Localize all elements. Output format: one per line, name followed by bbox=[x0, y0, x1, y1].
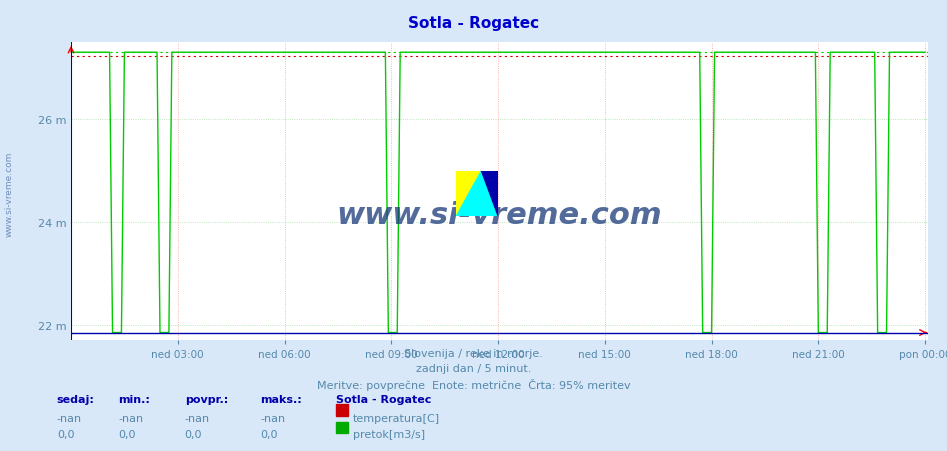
Text: temperatura[C]: temperatura[C] bbox=[353, 413, 440, 423]
Text: -nan: -nan bbox=[185, 413, 210, 423]
Text: www.si-vreme.com: www.si-vreme.com bbox=[5, 152, 14, 236]
Text: -nan: -nan bbox=[57, 413, 82, 423]
Text: sedaj:: sedaj: bbox=[57, 395, 95, 405]
Text: zadnji dan / 5 minut.: zadnji dan / 5 minut. bbox=[416, 363, 531, 373]
Polygon shape bbox=[481, 171, 498, 216]
Text: -nan: -nan bbox=[260, 413, 286, 423]
Text: Sotla - Rogatec: Sotla - Rogatec bbox=[336, 395, 432, 405]
Text: 0,0: 0,0 bbox=[57, 429, 74, 439]
Text: 0,0: 0,0 bbox=[118, 429, 135, 439]
Text: 0,0: 0,0 bbox=[185, 429, 202, 439]
Text: maks.:: maks.: bbox=[260, 395, 302, 405]
Text: povpr.:: povpr.: bbox=[185, 395, 228, 405]
Text: Slovenija / reke in morje.: Slovenija / reke in morje. bbox=[404, 348, 543, 358]
Text: 0,0: 0,0 bbox=[260, 429, 277, 439]
Text: Meritve: povprečne  Enote: metrične  Črta: 95% meritev: Meritve: povprečne Enote: metrične Črta:… bbox=[316, 378, 631, 390]
Text: Sotla - Rogatec: Sotla - Rogatec bbox=[408, 16, 539, 31]
Polygon shape bbox=[456, 171, 498, 216]
Text: pretok[m3/s]: pretok[m3/s] bbox=[353, 429, 425, 439]
Text: -nan: -nan bbox=[118, 413, 144, 423]
Polygon shape bbox=[456, 171, 498, 216]
Text: www.si-vreme.com: www.si-vreme.com bbox=[337, 201, 662, 230]
Text: min.:: min.: bbox=[118, 395, 151, 405]
